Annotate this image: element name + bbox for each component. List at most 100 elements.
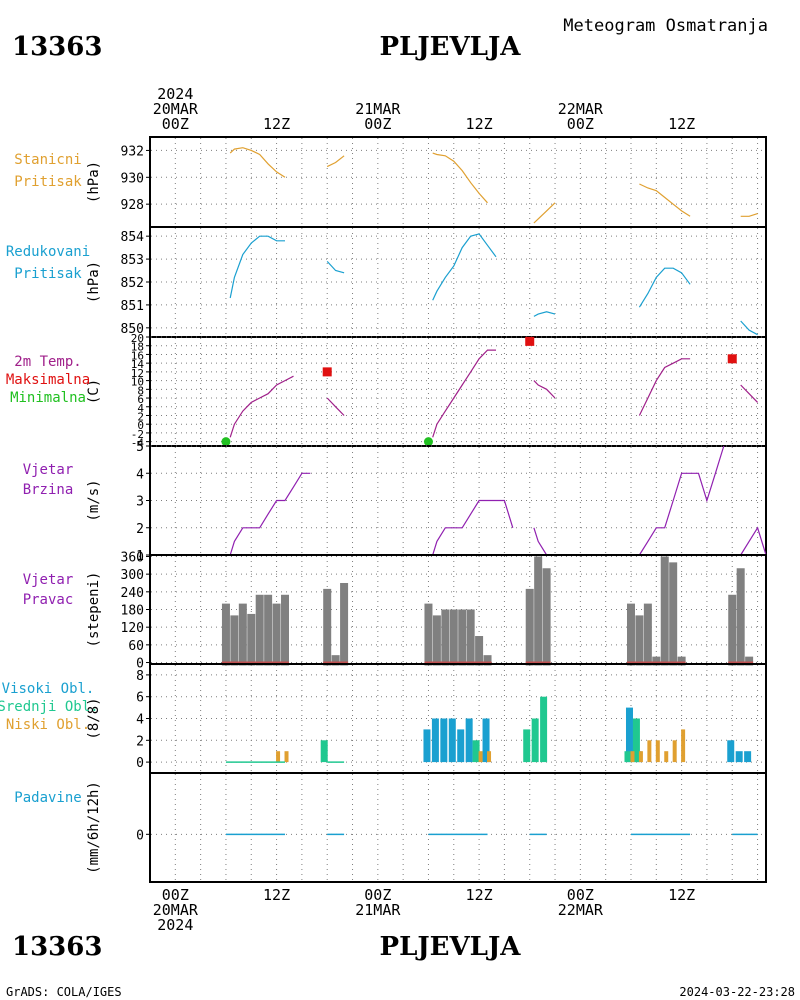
series-line [432, 349, 496, 438]
cloud-bar [465, 718, 473, 763]
direction-bar [745, 656, 754, 666]
panel-label: Pritisak [14, 174, 82, 190]
y-axis-unit: (hPa) [86, 161, 102, 203]
series-line [638, 445, 725, 556]
panel-label: Brzina [23, 482, 74, 498]
panels: 928930932(hPa)StanicniPritisak8508518528… [0, 136, 767, 883]
direction-bar [323, 588, 332, 666]
bottom-time-label: 20MAR [153, 901, 199, 919]
y-tick-label: 16 [131, 349, 144, 362]
series-line [639, 183, 691, 217]
cloud-bar [664, 751, 669, 763]
panel-frame [149, 136, 767, 228]
y-tick-label: 854 [121, 230, 145, 245]
series-line [432, 152, 488, 204]
series-line [326, 397, 345, 416]
series-line [533, 380, 556, 399]
y-tick-label: 851 [121, 299, 144, 314]
station-id-bottom: 13363 [12, 932, 102, 962]
y-tick-label: 6 [136, 691, 144, 706]
y-tick-label: 0 [136, 756, 144, 771]
y-tick-label: 0 [136, 828, 144, 843]
direction-bar [542, 568, 551, 666]
direction-bar [340, 582, 349, 666]
panel-label: Padavine [14, 790, 81, 806]
cloud-bar [423, 729, 431, 763]
bottom-time-label: 00Z [567, 886, 594, 904]
series-line [432, 499, 514, 556]
y-tick-label: 928 [121, 198, 144, 213]
tmax-marker [727, 354, 737, 364]
cloud-bar [472, 740, 480, 763]
direction-bar [449, 609, 458, 666]
cloud-bar [727, 740, 735, 763]
footer-software: GrADS: COLA/IGES [6, 985, 122, 999]
cloud-bar [681, 729, 686, 763]
y-tick-label: 932 [121, 144, 144, 159]
direction-bar [483, 655, 492, 666]
bottom-time-label: 00Z [364, 886, 391, 904]
direction-bar [677, 656, 686, 666]
top-time-label: 12Z [466, 115, 493, 133]
y-tick-label: 240 [121, 586, 144, 601]
cloud-bar [448, 718, 456, 763]
cloud-bar [625, 707, 633, 763]
series-line [229, 472, 311, 556]
direction-bar [643, 603, 652, 666]
y-axis-unit: (mm/6h/12h) [86, 781, 102, 874]
y-tick-label: 0 [136, 657, 144, 672]
y-axis-unit: (m/s) [86, 479, 102, 521]
panel-frame [149, 226, 767, 338]
top-time-label: 00Z [567, 115, 594, 133]
cloud-bar [478, 751, 483, 763]
tmax-marker [322, 367, 332, 377]
top-time-label: 12Z [668, 115, 695, 133]
panel-label: Maksimalna [6, 372, 90, 388]
y-tick-label: 12 [131, 367, 144, 380]
cloud-bar [735, 751, 743, 763]
station-name: PLJEVLJA [380, 32, 522, 62]
y-tick-label: -4 [131, 437, 145, 450]
direction-bar [331, 655, 340, 666]
y-tick-label: 14 [131, 358, 145, 371]
series-line [229, 375, 294, 438]
y-tick-label: 5 [136, 440, 144, 455]
y-axis-unit: (C) [86, 379, 102, 404]
cloud-bar [744, 751, 752, 763]
panel-label: Visoki Obl. [2, 681, 95, 697]
direction-bar [432, 615, 441, 666]
cloud-bar [276, 751, 281, 763]
direction-bar [221, 603, 230, 666]
top-time-label: 00Z [364, 115, 391, 133]
panel-label: Redukovani [6, 244, 90, 260]
y-tick-label: 853 [121, 253, 144, 268]
series-line [326, 260, 345, 274]
direction-bar [441, 609, 450, 666]
panel-precipitation: 0 (mm/6h/12h) Padavine [14, 772, 767, 883]
cloud-bar [284, 751, 289, 763]
direction-bar [736, 568, 745, 666]
direction-bar [669, 562, 678, 666]
direction-bar [626, 603, 635, 666]
series-line [326, 155, 345, 168]
y-tick-label: 0 [137, 419, 144, 432]
direction-bar [466, 609, 475, 666]
y-tick-label: 3 [136, 495, 144, 510]
top-time-label: 22MAR [558, 100, 604, 118]
panel-label: 2m Temp. [14, 354, 81, 370]
panel-wind-direction: 0 60 120 180 240 300 360 (stepeni) Vjetar Pravac [23, 550, 767, 672]
bottom-time-label: 22MAR [558, 901, 604, 919]
cloud-bar [482, 718, 490, 763]
panel-reduced-pressure: 850 851 852 853 854 (hPa)Redukovani Pritisak [6, 226, 767, 338]
series-line [740, 384, 759, 403]
y-axis-unit: (8/8) [86, 697, 102, 739]
direction-bar [424, 603, 433, 666]
y-tick-label: 8 [137, 384, 144, 397]
y-tick-label: 180 [121, 604, 144, 619]
cloud-bar [632, 718, 640, 763]
panel-label: Srednji Obl. [0, 699, 99, 715]
top-time-label: 21MAR [355, 100, 401, 118]
direction-bar [272, 603, 281, 666]
